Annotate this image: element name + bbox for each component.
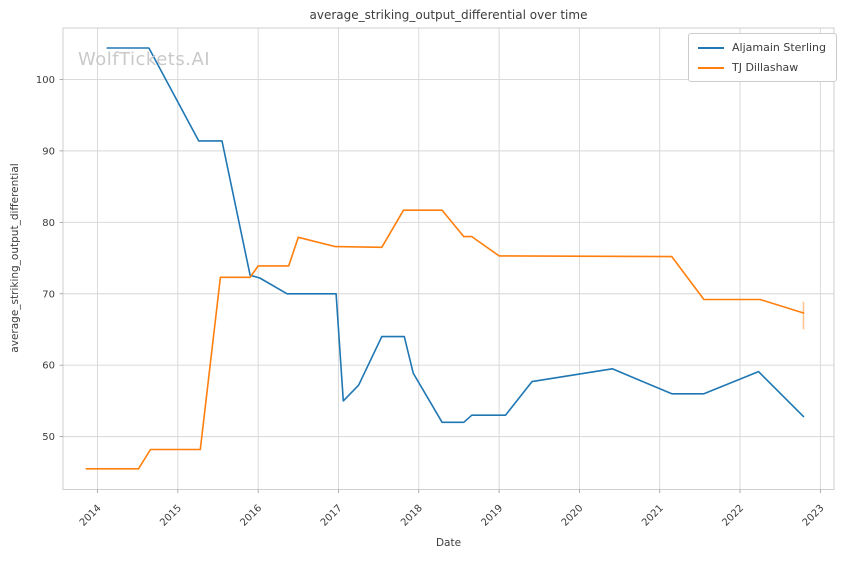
svg-text:50: 50 bbox=[42, 432, 55, 443]
svg-text:2020: 2020 bbox=[560, 503, 586, 529]
x-axis-label: Date bbox=[435, 537, 462, 549]
svg-text:2023: 2023 bbox=[801, 503, 827, 529]
svg-text:2016: 2016 bbox=[239, 503, 265, 529]
svg-text:2017: 2017 bbox=[319, 503, 345, 529]
chart-title: average_striking_output_differential ove… bbox=[309, 8, 588, 22]
legend-entry-sterling: Aljamain Sterling bbox=[698, 41, 826, 54]
svg-text:100: 100 bbox=[36, 75, 55, 86]
legend: Aljamain Sterling TJ Dillashaw bbox=[688, 33, 838, 82]
watermark: WolfTickets.AI bbox=[78, 49, 211, 70]
svg-text:2022: 2022 bbox=[720, 503, 746, 529]
svg-text:90: 90 bbox=[42, 146, 55, 157]
tick-marks bbox=[59, 79, 821, 493]
gridlines bbox=[63, 28, 834, 490]
series-line-1 bbox=[85, 209, 805, 470]
svg-text:2015: 2015 bbox=[158, 503, 184, 529]
legend-line-swatch-orange bbox=[698, 66, 724, 69]
plot-border bbox=[62, 27, 835, 490]
svg-text:80: 80 bbox=[42, 218, 55, 229]
y-tick-labels: 50 60 70 80 90 100 bbox=[36, 75, 55, 443]
svg-text:2018: 2018 bbox=[399, 503, 425, 529]
svg-text:60: 60 bbox=[42, 361, 55, 372]
svg-text:70: 70 bbox=[42, 289, 55, 300]
legend-label-dillashaw: TJ Dillashaw bbox=[732, 61, 799, 74]
series-line-0 bbox=[106, 47, 805, 424]
legend-entry-dillashaw: TJ Dillashaw bbox=[698, 61, 826, 74]
svg-text:2021: 2021 bbox=[640, 503, 666, 529]
legend-label-sterling: Aljamain Sterling bbox=[732, 41, 827, 54]
y-axis-label: average_striking_output_differential bbox=[9, 163, 21, 353]
legend-line-swatch-blue bbox=[698, 46, 724, 49]
x-tick-labels: 2014 2015 2016 2017 2018 2019 2020 2021 2022 2023 bbox=[78, 503, 827, 529]
svg-text:2019: 2019 bbox=[479, 503, 505, 529]
svg-text:2014: 2014 bbox=[78, 503, 104, 529]
